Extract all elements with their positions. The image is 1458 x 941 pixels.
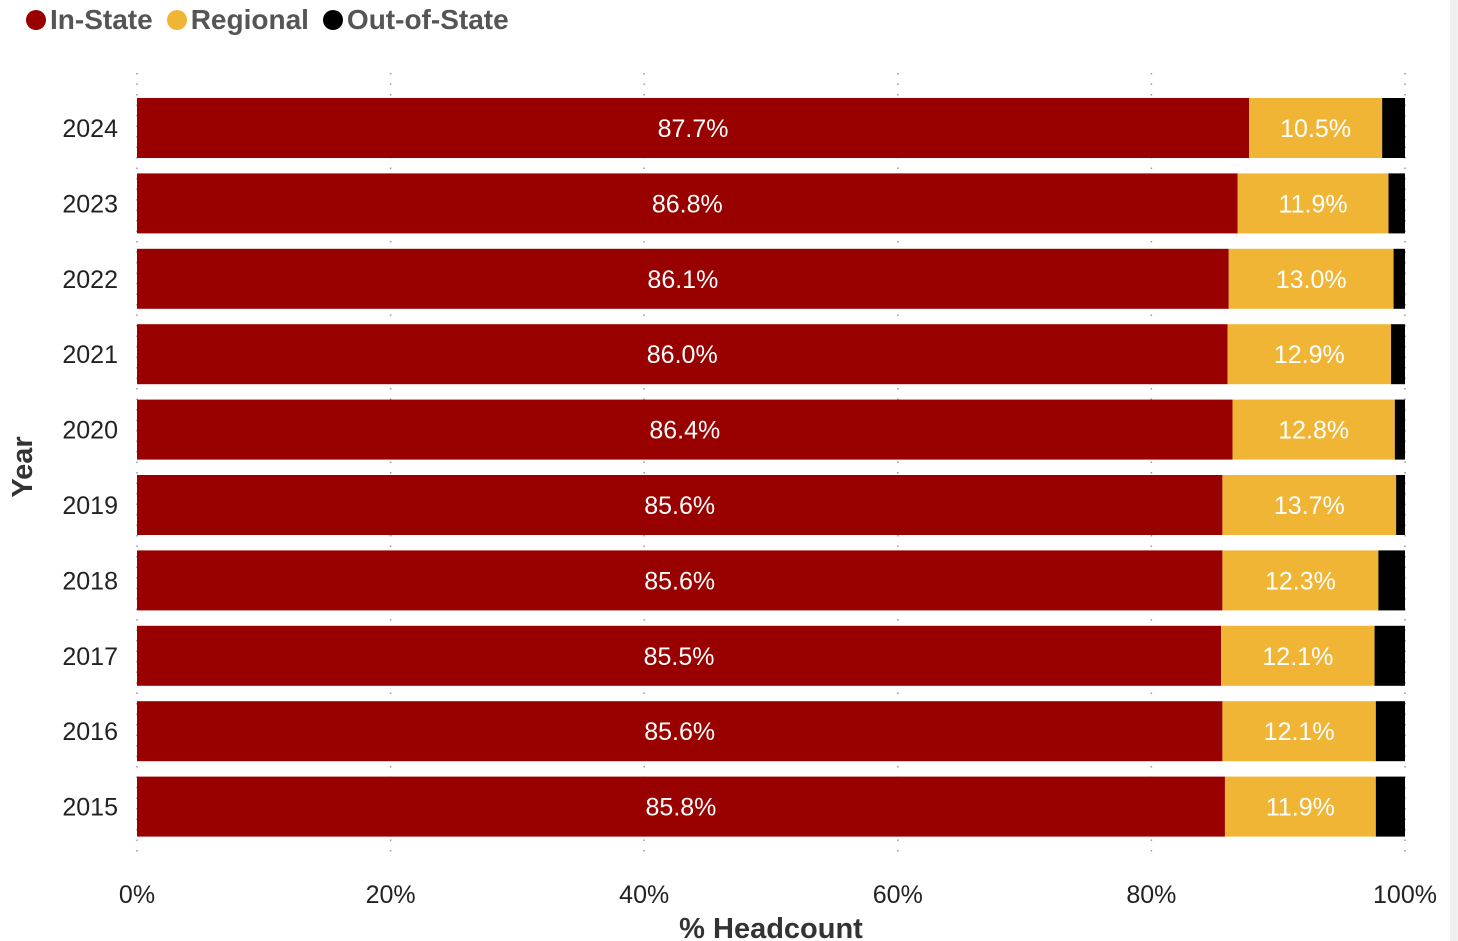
bar-regional-2017[interactable] xyxy=(1221,625,1375,686)
x-tick-label: 40% xyxy=(619,881,669,909)
data-label-in-state: 85.8% xyxy=(646,794,717,822)
bar-out-of-state-2019[interactable] xyxy=(1396,475,1405,535)
bars xyxy=(137,98,1405,837)
bar-regional-2021[interactable] xyxy=(1227,324,1392,385)
data-label-regional: 13.7% xyxy=(1274,492,1345,520)
bar-in-state-2019[interactable] xyxy=(137,475,1223,535)
legend-label-regional: Regional xyxy=(190,4,309,35)
bar-regional-2023[interactable] xyxy=(1237,173,1389,234)
data-label-in-state: 85.5% xyxy=(644,643,715,671)
data-label-regional: 13.0% xyxy=(1276,266,1347,294)
x-tick-label: 80% xyxy=(1126,881,1176,909)
legend-label-in-state: In-State xyxy=(50,4,153,35)
y-tick-label: 2023 xyxy=(62,190,118,218)
bar-regional-2016[interactable] xyxy=(1222,701,1376,762)
legend-item-out-of-state[interactable]: Out-of-State xyxy=(322,4,509,36)
y-tick-label: 2022 xyxy=(62,266,118,294)
bar-out-of-state-2021[interactable] xyxy=(1391,324,1405,385)
bar-out-of-state-2016[interactable] xyxy=(1375,701,1405,762)
data-label-regional: 12.1% xyxy=(1264,718,1335,746)
data-label-regional: 12.3% xyxy=(1265,567,1336,595)
y-tick-label: 2020 xyxy=(62,417,118,445)
data-label-in-state: 86.4% xyxy=(649,417,720,445)
x-axis-title: % Headcount xyxy=(679,913,863,941)
bar-regional-2024[interactable] xyxy=(1249,98,1383,158)
x-tick-label: 60% xyxy=(873,881,923,909)
y-tick-label: 2024 xyxy=(62,115,118,143)
x-tick-label: 100% xyxy=(1373,881,1437,909)
data-label-in-state: 85.6% xyxy=(644,492,715,520)
bar-regional-2015[interactable] xyxy=(1224,776,1376,837)
y-tick-label: 2017 xyxy=(62,643,118,671)
legend-swatch-in-state xyxy=(26,10,46,30)
data-label-regional: 12.1% xyxy=(1262,643,1333,671)
bar-in-state-2021[interactable] xyxy=(137,324,1228,385)
data-label-regional: 11.9% xyxy=(1266,794,1335,822)
data-label-in-state: 85.6% xyxy=(644,567,715,595)
legend-swatch-out-of-state xyxy=(322,10,343,30)
data-label-in-state: 85.6% xyxy=(644,718,715,746)
legend-swatch-regional xyxy=(166,10,187,30)
bar-in-state-2018[interactable] xyxy=(137,550,1223,611)
data-label-in-state: 86.1% xyxy=(647,266,718,294)
bar-in-state-2023[interactable] xyxy=(137,173,1238,234)
bar-in-state-2024[interactable] xyxy=(137,98,1250,158)
legend-item-regional[interactable]: Regional xyxy=(166,4,309,36)
bar-out-of-state-2018[interactable] xyxy=(1378,550,1405,611)
x-axis: 0% 20% 40% 60% 80% 100% xyxy=(119,881,1437,909)
y-tick-label: 2016 xyxy=(62,718,118,746)
y-tick-label: 2015 xyxy=(62,794,118,822)
bar-out-of-state-2017[interactable] xyxy=(1374,625,1405,686)
data-label-in-state: 87.7% xyxy=(658,115,729,143)
data-label-regional: 11.9% xyxy=(1279,190,1348,218)
bar-out-of-state-2024[interactable] xyxy=(1382,98,1405,158)
data-label-regional: 12.9% xyxy=(1274,341,1345,369)
legend-item-in-state[interactable]: In-State xyxy=(26,4,153,36)
y-tick-label: 2018 xyxy=(62,567,118,595)
y-axis-title: Year xyxy=(7,436,39,497)
scrollbar-track[interactable] xyxy=(1450,0,1458,941)
bar-out-of-state-2020[interactable] xyxy=(1394,399,1405,460)
bar-in-state-2022[interactable] xyxy=(137,248,1229,309)
data-label-regional: 10.5% xyxy=(1280,115,1351,143)
chart-legend: In-State Regional Out-of-State xyxy=(26,2,509,38)
bar-out-of-state-2023[interactable] xyxy=(1388,173,1405,234)
y-axis: 2024 2023 2022 2021 2020 2019 2018 2017 2016 2015 xyxy=(62,115,118,822)
x-tick-label: 20% xyxy=(366,881,416,909)
data-labels: 87.7% 10.5% 86.8% 11.9% 86.1% 13.0% 86.0% 12.9%… xyxy=(644,115,1351,822)
bar-regional-2022[interactable] xyxy=(1228,248,1394,309)
data-label-in-state: 86.0% xyxy=(647,341,718,369)
bar-regional-2020[interactable] xyxy=(1232,399,1395,460)
data-label-in-state: 86.8% xyxy=(652,190,723,218)
data-label-regional: 12.8% xyxy=(1278,417,1349,445)
bar-in-state-2016[interactable] xyxy=(137,701,1223,762)
legend-label-out-of-state: Out-of-State xyxy=(346,4,509,35)
bar-out-of-state-2022[interactable] xyxy=(1393,248,1405,309)
bar-in-state-2017[interactable] xyxy=(137,625,1222,686)
bar-regional-2018[interactable] xyxy=(1222,550,1379,611)
x-tick-label: 0% xyxy=(119,881,155,909)
bar-in-state-2015[interactable] xyxy=(137,776,1225,837)
y-tick-label: 2021 xyxy=(62,341,118,369)
bar-out-of-state-2015[interactable] xyxy=(1375,776,1405,837)
bar-regional-2019[interactable] xyxy=(1222,475,1397,535)
y-tick-label: 2019 xyxy=(62,492,118,520)
gridlines xyxy=(136,73,1406,853)
bar-in-state-2020[interactable] xyxy=(137,399,1233,460)
